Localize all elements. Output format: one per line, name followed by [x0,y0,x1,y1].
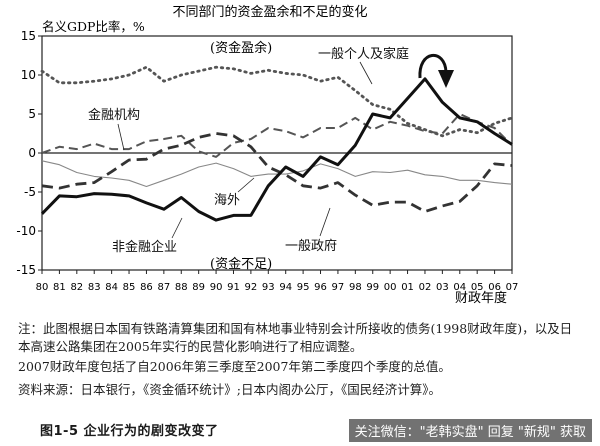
x-tick-label: 06 [488,282,501,293]
x-tick-label: 86 [140,282,153,293]
x-tick-label: 95 [297,282,310,293]
x-tick-label: 84 [105,282,118,293]
x-tick-label: 00 [384,282,397,293]
chart-series-lines [40,65,514,222]
x-tick-label: 07 [506,282,519,293]
y-tick-label: 5 [28,107,36,121]
figure-caption: 图1-5 企业行为的剧变改变了 [40,424,219,439]
x-tick-label: 02 [419,282,432,293]
y-tick-label: 10 [21,68,36,82]
chart-note-2: 2007财政年度包括了自2006年第三季度至2007年第二季度四个季度的总值。 [18,359,451,374]
x-tick-label: 87 [157,282,170,293]
series-line-3 [41,132,513,213]
series-label-3: 一般政府 [285,238,337,254]
watermark-banner: 关注微信："老韩实盘" 回复 "新规" 获取 [348,419,592,442]
series-label-0: 一般个人及家庭 [318,46,409,62]
x-tick-label: 94 [279,282,292,293]
y-tick-label: -10 [16,224,36,238]
x-axis-ticks: 80 81 82 83 84 85 86 87 88 89 90 91 92 93 94 95 96 97 98 99… [36,270,519,293]
series-label-2: 海外 [214,193,240,208]
x-tick-label: 85 [123,282,136,293]
y-tick-label: -15 [16,263,36,277]
arrow-head-icon [438,70,454,88]
y-tick-label: -5 [24,185,36,199]
x-tick-label: 89 [192,282,205,293]
series-leader-3 [319,207,331,237]
series-leader-0 [359,61,373,85]
x-tick-label: 82 [70,282,83,293]
x-tick-label: 92 [245,282,258,293]
x-tick-label: 80 [36,282,49,293]
annotation-deficit: (资金不足) [210,256,272,272]
x-tick-label: 83 [88,282,101,293]
x-tick-label: 88 [175,282,188,293]
y-axis-ticks: -15 -10 -5 0 5 10 15 [16,29,42,277]
chart-title: 不同部门的资金盈余和不足的变化 [172,4,367,20]
series-line-1 [41,113,513,158]
y-axis-label: 名义GDP比率，% [42,19,145,34]
series-line-4 [40,77,513,222]
x-tick-label: 96 [314,282,327,293]
chart-source: 资料来源：日本银行，《资金循环统计》;日本内阁办公厅，《国民经济计算》。 [18,382,441,397]
y-tick-label: 0 [28,146,36,160]
x-tick-label: 99 [366,282,379,293]
x-tick-label: 93 [262,282,275,293]
series-leader-4 [171,217,183,239]
series-label-4: 非金融企业 [112,239,177,255]
series-line-0 [40,65,514,138]
series-line-2 [41,160,513,188]
annotation-surplus: (资金盈余) [210,40,272,56]
series-leader-2 [237,177,255,193]
y-tick-label: 15 [21,29,36,43]
series-label-1: 金融机构 [88,107,140,123]
x-tick-label: 97 [332,282,345,293]
x-tick-label: 01 [401,282,414,293]
x-axis-label: 财政年度 [455,290,507,306]
x-tick-label: 91 [227,282,240,293]
curved-arrow-icon [418,53,448,79]
x-tick-label: 05 [471,282,484,293]
series-leader-1 [117,123,125,151]
x-tick-label: 90 [210,282,223,293]
x-tick-label: 98 [349,282,362,293]
chart-note-1: 注：此图根据日本国有铁路清算集团和国有林地事业特别会计所接收的债务(1998财政… [18,321,573,354]
x-tick-label: 81 [53,282,66,293]
x-tick-label: 04 [453,282,466,293]
x-tick-label: 03 [436,282,449,293]
